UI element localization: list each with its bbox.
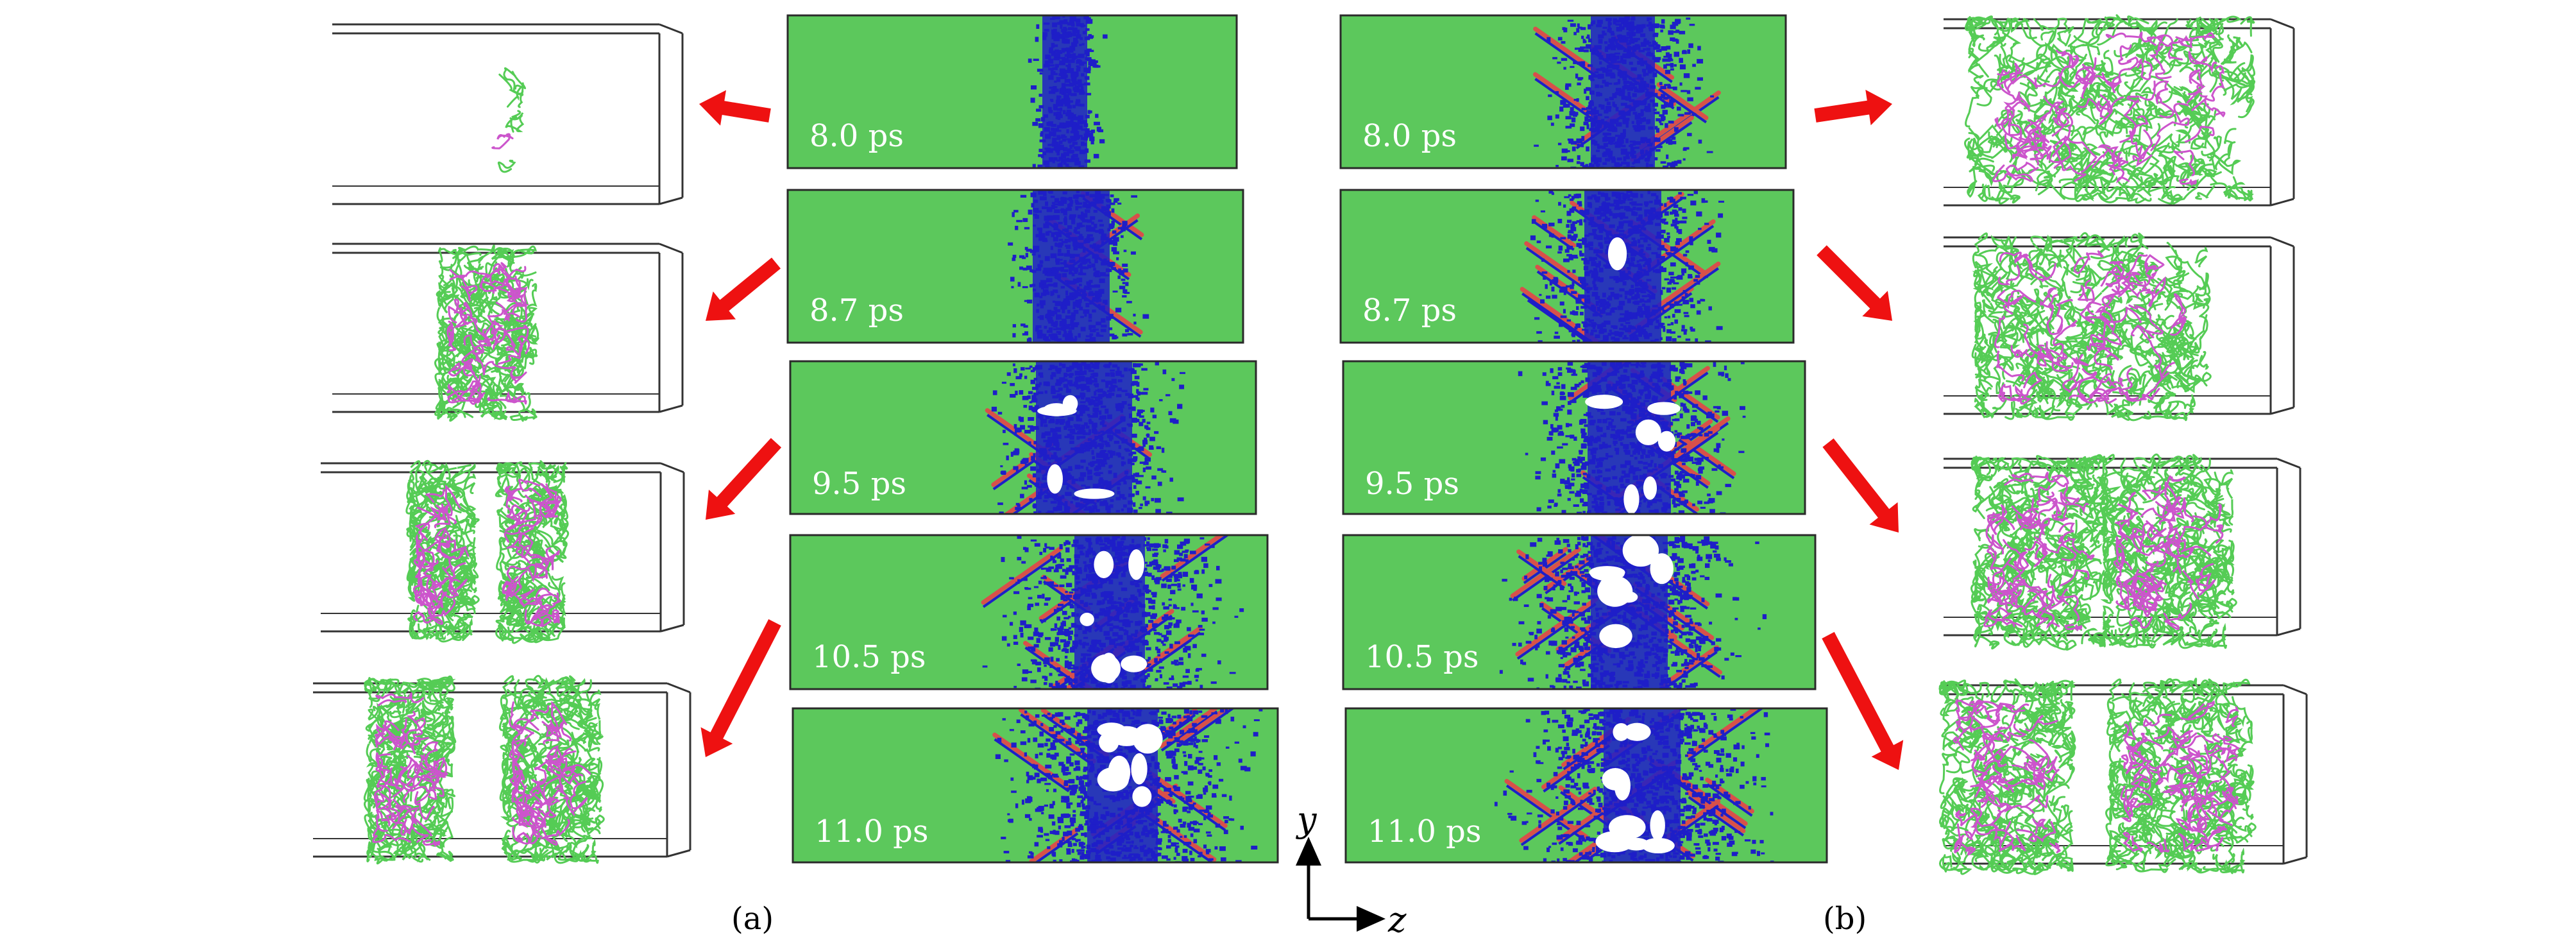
panel-b-slice-0: [1341, 15, 1786, 168]
panel-a-slice-0: [788, 15, 1237, 168]
time-label-a-2: 9.5 ps: [812, 466, 906, 502]
caption-a: (a): [731, 901, 774, 937]
panel-b-slice-3: [1343, 535, 1815, 689]
time-label-a-4: 11.0 ps: [815, 814, 929, 850]
panel-a-box-3: [313, 674, 691, 865]
time-label-b-3: 10.5 ps: [1365, 639, 1479, 675]
panel-b-box-3: [1938, 678, 2308, 875]
axis-y-label: y: [1296, 799, 1318, 840]
panel-a-slice-2: [790, 361, 1256, 514]
panel-b-slice-4: [1346, 708, 1827, 862]
panel-a-slice-4: [793, 708, 1278, 862]
panel-b-dislocation-boxes: [1938, 14, 2308, 875]
axis-z-label: z: [1387, 900, 1407, 940]
red-arrow-4: [1814, 89, 1892, 126]
red-arrows: [699, 89, 1904, 770]
red-arrow-6: [1822, 438, 1899, 533]
caption-b: (b): [1823, 901, 1867, 937]
panel-a-box-2: [321, 459, 685, 644]
panel-b-slice-1: [1341, 190, 1793, 343]
panel-a-slice-3: [790, 535, 1267, 689]
panel-b-box-1: [1944, 232, 2295, 422]
red-arrow-1: [706, 257, 781, 321]
time-label-b-1: 8.7 ps: [1362, 293, 1457, 329]
red-arrow-5: [1817, 245, 1892, 321]
panel-b-atomic-slices: [1339, 14, 1828, 864]
panel-a-dislocation-boxes: [313, 23, 691, 865]
time-label-b-0: 8.0 ps: [1362, 118, 1457, 154]
panel-b-box-0: [1944, 14, 2295, 207]
time-label-b-2: 9.5 ps: [1365, 466, 1459, 502]
red-arrow-2: [706, 438, 782, 520]
time-label-b-4: 11.0 ps: [1368, 814, 1482, 850]
panel-b-box-2: [1944, 453, 2301, 651]
red-arrow-7: [1822, 631, 1904, 770]
time-label-a-3: 10.5 ps: [812, 639, 926, 675]
time-label-a-0: 8.0 ps: [809, 118, 904, 154]
time-label-a-1: 8.7 ps: [809, 293, 904, 329]
panel-a-slice-1: [788, 190, 1243, 343]
red-arrow-3: [700, 619, 781, 757]
panel-b-slice-2: [1343, 361, 1805, 514]
red-arrow-0: [699, 90, 771, 126]
panel-a-box-1: [332, 243, 684, 422]
panel-a-atomic-slices: [786, 14, 1279, 864]
axis-indicator: y z: [1296, 799, 1407, 940]
panel-a-box-0: [332, 23, 684, 205]
